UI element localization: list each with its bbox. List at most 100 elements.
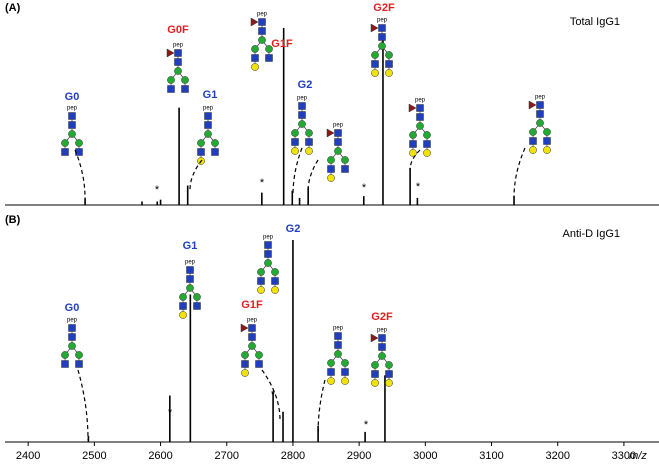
glcnac — [68, 333, 76, 341]
glcnac — [371, 370, 379, 378]
glcnac — [423, 140, 431, 148]
galactose — [305, 147, 313, 155]
connector — [317, 379, 326, 436]
mannose — [385, 361, 393, 369]
glcnac — [305, 138, 313, 146]
mannose — [68, 130, 76, 138]
x-tick-label: 3300 — [612, 450, 636, 462]
mannose — [298, 120, 306, 128]
glcnac — [291, 138, 299, 146]
linker-label: pep — [297, 96, 308, 102]
glcnac — [197, 148, 205, 156]
mannose — [255, 351, 263, 359]
mannose — [75, 351, 83, 359]
panel-tag: (B) — [5, 214, 21, 226]
mannose — [423, 131, 431, 139]
glcnac — [258, 18, 266, 26]
galactose — [371, 379, 379, 387]
linker-label: pep — [257, 12, 268, 18]
mannose — [186, 284, 194, 292]
glcnac — [543, 137, 551, 145]
x-tick-label: 2900 — [347, 450, 371, 462]
linker-label: pep — [333, 326, 344, 332]
glcnac — [298, 111, 306, 119]
glcnac — [179, 302, 187, 310]
connector — [74, 149, 86, 199]
glcnac — [378, 343, 386, 351]
glycan-label: G2F — [371, 311, 393, 323]
x-tick-label: 2400 — [16, 450, 40, 462]
glycan-label: G2 — [286, 223, 301, 235]
glcnac — [248, 324, 256, 332]
glcnac — [378, 334, 386, 342]
glcnac — [378, 24, 386, 32]
mannose — [385, 51, 393, 59]
glcnac — [341, 165, 349, 173]
mannose — [327, 156, 335, 164]
galactose — [327, 377, 335, 385]
glcnac — [416, 113, 424, 121]
connector — [307, 159, 319, 193]
glcnac — [409, 140, 417, 148]
galactose — [291, 147, 299, 155]
mannose — [409, 131, 417, 139]
linker-label: pep — [173, 43, 184, 49]
connector — [261, 369, 281, 421]
linker-label: pep — [185, 260, 196, 266]
glcnac — [204, 121, 212, 129]
linker-label: pep — [67, 318, 78, 324]
impurity-marker: * — [260, 177, 265, 189]
galactose — [257, 286, 265, 294]
glcnac — [75, 360, 83, 368]
mannose — [341, 156, 349, 164]
glcnac — [536, 110, 544, 118]
mannose — [204, 130, 212, 138]
glcnac — [529, 137, 537, 145]
linker-label: pep — [203, 106, 214, 112]
glcnac — [334, 138, 342, 146]
mannose — [378, 42, 386, 50]
galactose — [179, 311, 187, 319]
linker-label: pep — [377, 18, 388, 24]
glcnac — [204, 112, 212, 120]
x-tick-label: 3000 — [413, 450, 437, 462]
connector — [513, 147, 526, 199]
mannose — [334, 147, 342, 155]
linker-label: pep — [67, 106, 78, 112]
mannose — [174, 67, 182, 75]
fucose — [528, 100, 537, 110]
mannose — [251, 45, 259, 53]
glcnac — [378, 33, 386, 41]
panel-tag: (A) — [5, 2, 21, 14]
glcnac — [61, 360, 69, 368]
impurity-marker: * — [271, 389, 276, 401]
panel-title: Anti-D IgG1 — [563, 228, 620, 240]
x-tick-label: 2600 — [148, 450, 172, 462]
glcnac — [186, 266, 194, 274]
fucose — [370, 333, 379, 343]
glcnac — [416, 104, 424, 112]
glycan-label: G1F — [241, 299, 263, 311]
glcnac — [255, 360, 263, 368]
mannose — [327, 359, 335, 367]
glcnac — [334, 129, 342, 137]
glycan-label: G0F — [167, 24, 189, 36]
mannose — [543, 128, 551, 136]
mannose — [371, 361, 379, 369]
mannose — [416, 122, 424, 130]
mannose — [258, 36, 266, 44]
glcnac — [193, 302, 201, 310]
galactose — [271, 286, 279, 294]
galactose — [409, 149, 417, 157]
connector — [189, 159, 203, 191]
glycan-label: G0 — [65, 91, 80, 103]
mannose — [75, 139, 83, 147]
mannose — [265, 45, 273, 53]
mannose — [197, 139, 205, 147]
galactose — [385, 379, 393, 387]
glcnac — [251, 54, 259, 62]
glcnac — [536, 101, 544, 109]
glcnac — [174, 58, 182, 66]
mannose — [61, 351, 69, 359]
glycan-label: G1 — [183, 240, 198, 252]
